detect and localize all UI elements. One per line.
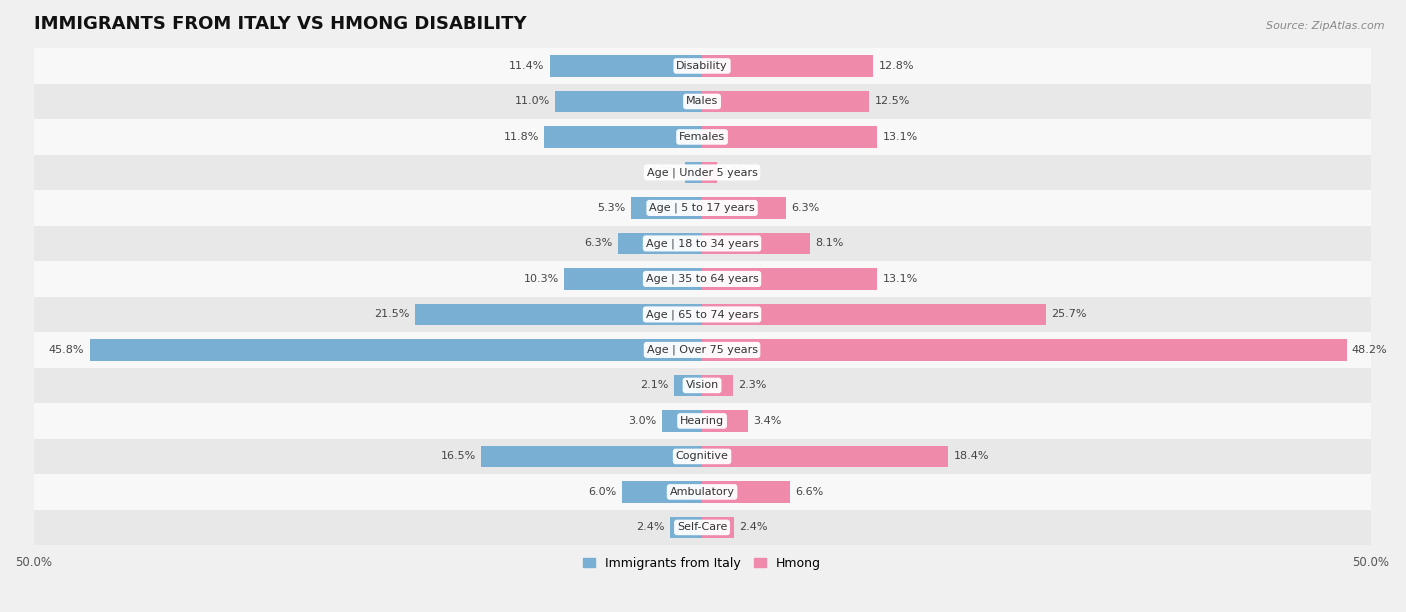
Text: 2.4%: 2.4%	[740, 523, 768, 532]
Text: 6.3%: 6.3%	[792, 203, 820, 213]
Bar	[34, 297, 1371, 332]
Bar	[702, 517, 734, 538]
Bar	[34, 84, 1371, 119]
Text: Age | 5 to 17 years: Age | 5 to 17 years	[650, 203, 755, 213]
Text: 48.2%: 48.2%	[1353, 345, 1388, 355]
Bar	[550, 55, 702, 76]
Text: 2.4%: 2.4%	[636, 523, 665, 532]
Text: 8.1%: 8.1%	[815, 239, 844, 248]
Bar	[34, 226, 1371, 261]
Text: 10.3%: 10.3%	[524, 274, 560, 284]
Bar	[34, 403, 1371, 439]
Bar	[702, 91, 869, 112]
Text: Cognitive: Cognitive	[676, 452, 728, 461]
Text: Ambulatory: Ambulatory	[669, 487, 734, 497]
Text: 18.4%: 18.4%	[953, 452, 988, 461]
Text: 16.5%: 16.5%	[441, 452, 477, 461]
Bar	[685, 162, 702, 183]
Bar	[34, 190, 1371, 226]
Bar	[702, 162, 717, 183]
Bar	[662, 410, 702, 431]
Bar	[34, 48, 1371, 84]
Bar	[90, 339, 702, 360]
Bar	[34, 368, 1371, 403]
Text: 13.1%: 13.1%	[883, 274, 918, 284]
Text: 11.8%: 11.8%	[503, 132, 538, 142]
Bar	[702, 304, 1046, 325]
Bar	[481, 446, 702, 467]
Bar	[34, 261, 1371, 297]
Bar	[34, 474, 1371, 510]
Bar	[34, 510, 1371, 545]
Text: Age | 35 to 64 years: Age | 35 to 64 years	[645, 274, 758, 284]
Bar	[544, 126, 702, 147]
Bar	[555, 91, 702, 112]
Bar	[702, 197, 786, 218]
Bar	[702, 375, 733, 396]
Text: 3.4%: 3.4%	[752, 416, 782, 426]
Text: 5.3%: 5.3%	[598, 203, 626, 213]
Text: 6.6%: 6.6%	[796, 487, 824, 497]
Bar	[702, 410, 748, 431]
Bar	[702, 481, 790, 502]
Text: 21.5%: 21.5%	[374, 310, 409, 319]
Text: 3.0%: 3.0%	[628, 416, 657, 426]
Text: Age | 65 to 74 years: Age | 65 to 74 years	[645, 309, 758, 319]
Bar	[702, 446, 948, 467]
Text: IMMIGRANTS FROM ITALY VS HMONG DISABILITY: IMMIGRANTS FROM ITALY VS HMONG DISABILIT…	[34, 15, 526, 33]
Bar	[415, 304, 702, 325]
Text: 45.8%: 45.8%	[49, 345, 84, 355]
Text: 11.4%: 11.4%	[509, 61, 544, 71]
Text: Disability: Disability	[676, 61, 728, 71]
Text: 1.3%: 1.3%	[651, 168, 679, 177]
Text: 2.1%: 2.1%	[640, 381, 669, 390]
Text: Age | 18 to 34 years: Age | 18 to 34 years	[645, 238, 758, 248]
Text: 11.0%: 11.0%	[515, 97, 550, 106]
Bar	[34, 332, 1371, 368]
Bar	[621, 481, 702, 502]
Bar	[702, 233, 810, 254]
Text: 2.3%: 2.3%	[738, 381, 766, 390]
Bar	[702, 268, 877, 289]
Text: 6.3%: 6.3%	[585, 239, 613, 248]
Bar	[702, 55, 873, 76]
Bar	[631, 197, 702, 218]
Bar	[671, 517, 702, 538]
Text: 25.7%: 25.7%	[1052, 310, 1087, 319]
Text: Females: Females	[679, 132, 725, 142]
Bar	[617, 233, 702, 254]
Text: 13.1%: 13.1%	[883, 132, 918, 142]
Text: Source: ZipAtlas.com: Source: ZipAtlas.com	[1267, 21, 1385, 31]
Text: Vision: Vision	[686, 381, 718, 390]
Text: Age | Under 5 years: Age | Under 5 years	[647, 167, 758, 177]
Bar	[564, 268, 702, 289]
Bar	[702, 339, 1347, 360]
Text: 12.5%: 12.5%	[875, 97, 910, 106]
Text: 1.1%: 1.1%	[723, 168, 751, 177]
Text: Self-Care: Self-Care	[676, 523, 727, 532]
Text: Age | Over 75 years: Age | Over 75 years	[647, 345, 758, 355]
Text: 6.0%: 6.0%	[588, 487, 616, 497]
Bar	[34, 439, 1371, 474]
Text: Hearing: Hearing	[681, 416, 724, 426]
Bar	[34, 155, 1371, 190]
Legend: Immigrants from Italy, Hmong: Immigrants from Italy, Hmong	[578, 551, 827, 575]
Text: 12.8%: 12.8%	[879, 61, 914, 71]
Text: Males: Males	[686, 97, 718, 106]
Bar	[34, 119, 1371, 155]
Bar	[673, 375, 702, 396]
Bar	[702, 126, 877, 147]
